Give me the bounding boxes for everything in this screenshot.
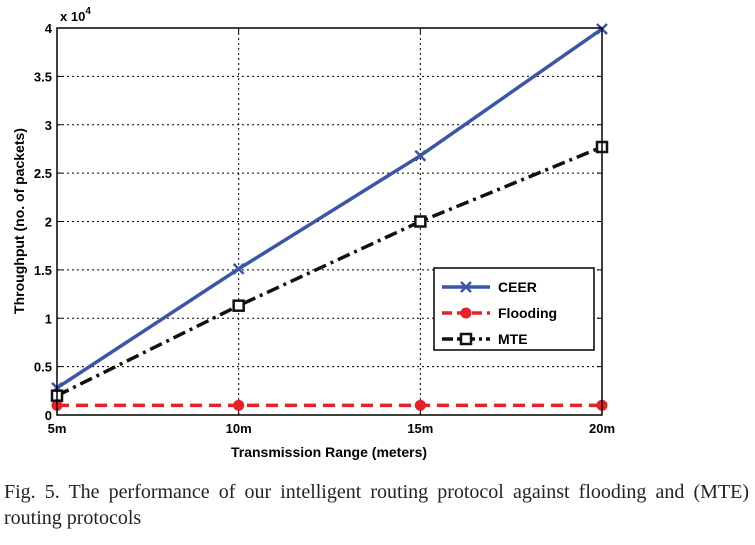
data-point-flooding xyxy=(414,399,426,411)
x-tick-label: 5m xyxy=(48,421,67,436)
y-tick-label: 0 xyxy=(45,408,52,423)
y-multiplier-exponent: 4 xyxy=(85,6,91,17)
data-point-flooding xyxy=(233,399,245,411)
legend-marker-flooding xyxy=(460,307,472,319)
marker-stroke xyxy=(414,149,427,162)
legend-label-mte: MTE xyxy=(498,331,528,347)
legend-entry-mte: MTE xyxy=(442,331,528,347)
x-axis-label: Transmission Range (meters) xyxy=(231,444,427,460)
marker-stroke xyxy=(460,281,472,293)
data-point-mte xyxy=(232,299,245,312)
y-tick-label: 3.5 xyxy=(34,69,52,84)
y-tick-label: 1 xyxy=(45,311,52,326)
legend-label-flooding: Flooding xyxy=(498,305,557,321)
y-multiplier: x 104 xyxy=(60,6,91,24)
figure-caption: Fig. 5. The performance of our intellige… xyxy=(4,481,749,529)
x-tick-label: 20m xyxy=(589,421,615,436)
legend-entry-flooding: Flooding xyxy=(442,305,557,321)
y-tick-label: 4 xyxy=(45,21,53,36)
data-point-ceer xyxy=(232,263,245,275)
chart: 0 0.5 1 1.5 2 2.5 3 3.5 4 5m 10m 15m 20m x 104 Trans… xyxy=(11,6,615,460)
data-point-mte xyxy=(414,215,427,228)
legend-entries: CEER Flooding MTE xyxy=(442,279,557,347)
series-line-ceer xyxy=(56,27,604,390)
legend-label-ceer: CEER xyxy=(498,279,537,295)
marker-stroke xyxy=(232,263,245,275)
legend-marker-mte xyxy=(459,332,473,346)
y-axis-label: Throughput (no. of packets) xyxy=(11,128,27,314)
y-tick-label: 1.5 xyxy=(34,263,52,278)
legend-entry-ceer: CEER xyxy=(442,279,537,295)
series-layer xyxy=(50,23,609,411)
y-tick-label: 3 xyxy=(45,118,52,133)
x-tick-label: 10m xyxy=(226,421,252,436)
y-tick-label: 2 xyxy=(45,215,52,230)
y-tick-label: 0.5 xyxy=(34,360,52,375)
y-tick-label: 2.5 xyxy=(34,166,52,181)
ticks: 0 0.5 1 1.5 2 2.5 3 3.5 4 5m 10m 15m 20m xyxy=(34,21,615,436)
series-line-mte xyxy=(56,145,603,398)
x-tick-label: 15m xyxy=(407,421,433,436)
data-point-ceer xyxy=(414,149,427,162)
legend-marker-ceer xyxy=(460,281,472,293)
legend: CEER Flooding MTE xyxy=(433,267,595,351)
grid xyxy=(57,28,602,415)
